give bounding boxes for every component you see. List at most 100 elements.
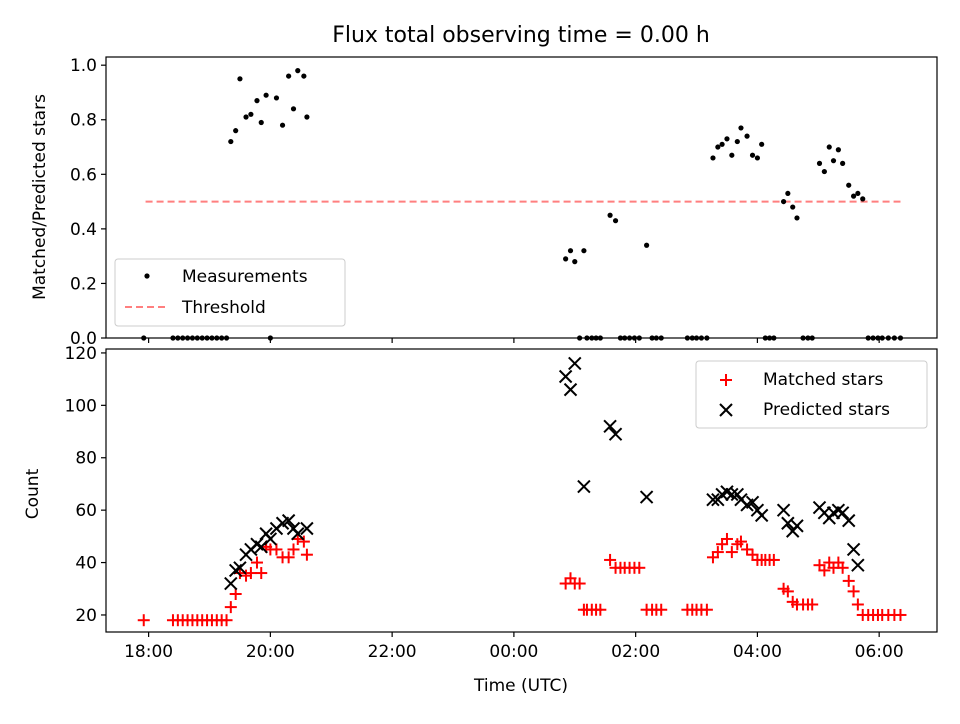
matched-star-point (720, 532, 733, 545)
measurement-point (821, 168, 827, 175)
count-points (137, 356, 907, 627)
predicted-star-point (608, 427, 623, 441)
legend-measurement-marker (144, 273, 150, 279)
measurement-point (263, 92, 269, 98)
predicted-star-point (263, 532, 278, 546)
matched-star-point (224, 601, 237, 614)
measurement-point (840, 160, 846, 166)
predicted-star-point (706, 492, 720, 507)
top-legend: Measurements Threshold (114, 258, 346, 327)
measurement-point (830, 158, 837, 164)
matched-star-point (725, 546, 738, 559)
measurement-point (729, 152, 735, 158)
bottom-x-tick-label: 20:00 (246, 642, 295, 662)
top-y-tick-label: 0.8 (70, 111, 97, 131)
measurement-point (754, 155, 761, 161)
measurement-point (850, 193, 857, 199)
measurement-point (286, 73, 292, 79)
bottom-y-ticks: 20 40 60 80 100 120 (65, 344, 106, 626)
top-y-axis-label: Matched/Predicted stars (30, 94, 50, 300)
matched-star-point (229, 588, 242, 601)
bottom-y-tick-label: 80 (75, 449, 97, 469)
matched-star-point (633, 561, 646, 574)
legend-matched-marker (720, 374, 732, 386)
matched-star-point (711, 546, 724, 559)
measurement-point (567, 248, 574, 254)
measurement-point (290, 106, 297, 112)
top-y-tick-label: 1.0 (70, 56, 97, 76)
bottom-x-tick-label: 06:00 (855, 642, 904, 662)
predicted-star-point (835, 506, 850, 520)
predicted-star-point (851, 558, 865, 572)
measurement-point (237, 76, 243, 82)
matched-star-point (250, 556, 263, 569)
top-y-tick-label: 0.4 (70, 220, 97, 240)
top-axes-frame (105, 56, 938, 339)
measurement-point (254, 98, 260, 104)
predicted-star-point (281, 513, 296, 528)
measurement-point (258, 119, 264, 126)
matched-star-point (255, 567, 268, 580)
bottom-x-tick-label: 00:00 (489, 642, 538, 662)
bottom-x-tick-label: 22:00 (368, 642, 417, 662)
measurement-point (724, 136, 730, 142)
matched-star-point (842, 574, 855, 587)
matched-star-point (220, 614, 233, 627)
bottom-y-tick-label: 60 (75, 501, 97, 521)
predicted-star-point (776, 503, 791, 517)
predicted-star-point (291, 527, 305, 541)
predicted-star-point (558, 369, 573, 384)
measurement-point (855, 190, 861, 197)
measurement-point (749, 152, 756, 158)
measurement-point (794, 215, 800, 221)
predicted-star-point (639, 490, 654, 504)
bottom-axes-frame (105, 348, 938, 633)
matched-star-point (700, 603, 713, 616)
matched-star-point (741, 543, 754, 556)
matched-star-point (270, 543, 283, 556)
legend-matched-label: Matched stars (763, 370, 883, 390)
top-legend-box (114, 258, 346, 327)
matched-star-point (781, 585, 794, 598)
x-axis-label: Time (UTC) (473, 676, 568, 696)
measurement-point (304, 114, 310, 120)
measurement-point (710, 155, 716, 161)
ratio-panel: 0.0 0.2 0.4 0.6 0.8 1.0 Matched/Predicted sta… (30, 56, 938, 349)
measurement-point (243, 114, 249, 120)
matched-star-point (894, 608, 907, 621)
matched-star-point (244, 567, 257, 580)
matched-star-point (297, 535, 310, 548)
matched-star-point (847, 585, 860, 598)
measurement-point (759, 141, 765, 147)
measurement-point (860, 196, 866, 202)
predicted-star-point (745, 495, 760, 509)
bottom-x-tick-label: 04:00 (733, 642, 782, 662)
matched-star-point (137, 614, 150, 627)
predicted-star-point (603, 419, 617, 434)
matched-star-point (806, 598, 819, 611)
measurement-point (719, 141, 725, 147)
measurement-point (816, 160, 823, 166)
bottom-y-tick-label: 120 (65, 344, 97, 364)
legend-threshold-label: Threshold (181, 298, 266, 318)
measurement-point (790, 204, 796, 210)
measurement-point (295, 68, 301, 74)
legend-predicted-label: Predicted stars (763, 400, 890, 420)
predicted-star-point (577, 479, 591, 494)
measurement-point (228, 138, 234, 145)
top-x-ticks (148, 338, 880, 343)
count-panel: 20 40 60 80 100 120 18:00 20:00 22:00 00:00 02:00… (23, 344, 938, 696)
top-y-tick-label: 0.0 (70, 329, 97, 349)
predicted-star-point (563, 382, 578, 397)
measurement-point (301, 73, 307, 79)
matched-star-point (851, 598, 864, 611)
predicted-star-point (842, 513, 856, 528)
measurement-point (279, 122, 286, 128)
matched-star-point (836, 561, 849, 574)
legend-predicted-marker (719, 403, 733, 417)
measurement-point (248, 111, 254, 117)
matched-star-point (767, 553, 780, 566)
measurement-point (715, 144, 721, 150)
matched-star-point (604, 553, 617, 566)
measurement-point (572, 259, 578, 265)
